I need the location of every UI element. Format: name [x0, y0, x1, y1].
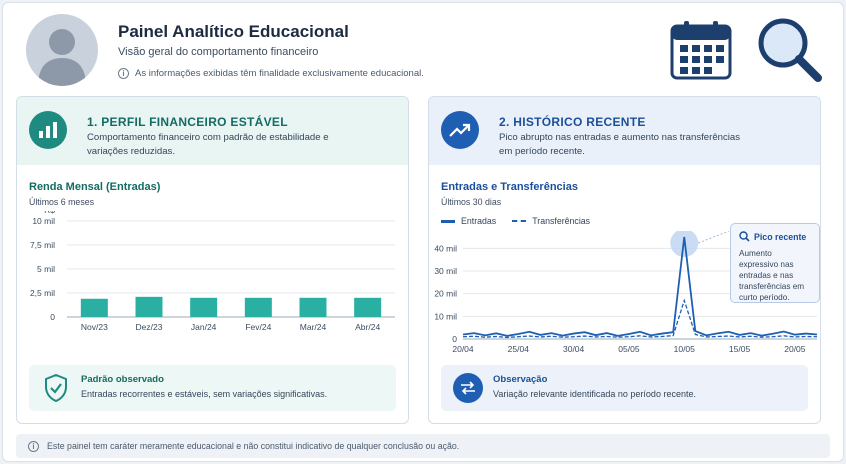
card-header: 1. PERFIL FINANCEIRO ESTÁVEL Comportamen…: [17, 97, 408, 165]
note-title: Observação: [493, 374, 548, 385]
disclaimer-footer: i Este painel tem caráter meramente educ…: [16, 434, 830, 458]
x-tick-label: Dez/23: [136, 322, 163, 332]
swap-arrows-icon: [453, 373, 483, 403]
chart-title: Renda Mensal (Entradas): [29, 181, 161, 193]
x-tick-label: Nov/23: [81, 322, 108, 332]
income-bar-chart: R$ 0 2,5 mil 5 mil 7,5 mil 10 mil Nov/23 Dez/23…: [30, 211, 395, 332]
bar-chart-icon: [29, 111, 67, 149]
tooltip-text: Aumento expressivo nas entradas e nas tr…: [739, 249, 805, 302]
y-tick-label: 30 mil: [434, 266, 457, 276]
y-tick-label: 10 mil: [434, 311, 457, 321]
page-subtitle: Visão geral do comportamento financeiro: [118, 46, 319, 58]
note-text: Entradas recorrentes e estáveis, sem var…: [81, 389, 328, 399]
y-tick-label: 10 mil: [32, 216, 55, 226]
x-tick-label: 20/04: [452, 344, 474, 354]
x-tick-label: Jan/24: [191, 322, 217, 332]
x-tick-label: 05/05: [618, 344, 640, 354]
trend-up-icon: [441, 111, 479, 149]
x-tick-label: Abr/24: [355, 322, 380, 332]
chart-title: Entradas e Transferências: [441, 181, 578, 193]
y-tick-label: 20 mil: [434, 289, 457, 299]
note-title: Padrão observado: [81, 374, 164, 385]
info-icon: i: [118, 68, 129, 79]
pattern-note: Padrão observado Entradas recorrentes e …: [29, 365, 396, 411]
x-tick-label: 15/05: [729, 344, 751, 354]
observation-note: Observação Variação relevante identifica…: [441, 365, 808, 411]
info-notice: i As informações exibidas têm finalidade…: [118, 68, 424, 79]
x-tick-label: 25/04: [508, 344, 530, 354]
chart-legend: Entradas Transferências: [441, 216, 590, 226]
note-text: Variação relevante identificada no perío…: [493, 389, 696, 399]
x-tick-label: Mar/24: [300, 322, 327, 332]
chart-subtitle: Últimos 6 meses: [29, 197, 95, 207]
user-avatar: [26, 14, 98, 86]
tooltip-connector: [698, 231, 730, 244]
bar: [80, 298, 108, 317]
search-icon: [739, 231, 750, 242]
stable-profile-card: 1. PERFIL FINANCEIRO ESTÁVEL Comportamen…: [16, 96, 409, 424]
x-tick-label: Fev/24: [245, 322, 271, 332]
legend-label-entradas: Entradas: [461, 216, 497, 226]
card-description: Comportamento financeiro com padrão de e…: [87, 132, 329, 157]
chart-subtitle: Últimos 30 dias: [441, 197, 502, 207]
footer-text: Este painel tem caráter meramente educac…: [47, 441, 460, 451]
series-line-entradas: [462, 236, 818, 337]
card-title: 2. HISTÓRICO RECENTE: [499, 115, 646, 129]
y-tick-label: 7,5 mil: [30, 240, 55, 250]
shield-check-icon: [41, 373, 71, 403]
bar: [299, 297, 327, 317]
x-tick-label: 30/04: [563, 344, 585, 354]
info-icon: i: [28, 440, 39, 452]
bar: [190, 297, 218, 317]
y-tick-label: 0: [452, 334, 457, 344]
bar: [354, 297, 382, 317]
bar: [135, 296, 163, 317]
legend-swatch-transferencias: [512, 220, 527, 222]
y-tick-label: 5 mil: [37, 264, 55, 274]
page-title: Painel Analítico Educacional: [118, 22, 349, 41]
y-tick-label: 2,5 mil: [30, 288, 55, 298]
legend-swatch-entradas: [441, 219, 455, 223]
legend-label-transferencias: Transferências: [532, 216, 591, 226]
calendar-icon[interactable]: [670, 20, 732, 85]
card-description: Pico abrupto nas entradas e aumento nas …: [499, 132, 741, 157]
y-tick-label: 0: [50, 312, 55, 322]
y-axis-label: R$: [44, 211, 55, 215]
card-header: 2. HISTÓRICO RECENTE Pico abrupto nas en…: [429, 97, 820, 165]
magnifier-icon[interactable]: [756, 16, 824, 89]
y-tick-label: 40 mil: [434, 243, 457, 253]
tooltip-title: Pico recente: [754, 231, 807, 242]
series-line-transferencias: [462, 298, 818, 339]
card-title: 1. PERFIL FINANCEIRO ESTÁVEL: [87, 115, 288, 129]
x-tick-label: 10/05: [674, 344, 696, 354]
peak-tooltip: Pico recente Aumento expressivo nas entr…: [730, 223, 820, 303]
bar: [244, 297, 272, 317]
info-text: As informações exibidas têm finalidade e…: [135, 68, 424, 79]
x-tick-label: 20/05: [784, 344, 806, 354]
recent-history-card: 2. HISTÓRICO RECENTE Pico abrupto nas en…: [428, 96, 821, 424]
